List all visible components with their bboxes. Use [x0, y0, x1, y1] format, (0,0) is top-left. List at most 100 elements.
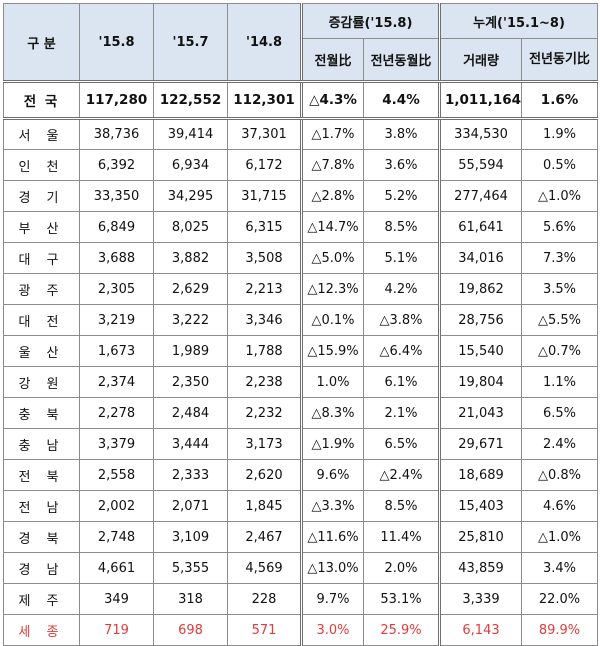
cell-volume: 3,339 [438, 583, 523, 615]
cell-15-8: 1,673 [79, 335, 154, 367]
cell-15-7: 2,071 [153, 490, 228, 522]
table-row: 경 남 4,661 5,355 4,569 △13.0% 2.0% 43,859 3.4% [3, 552, 599, 584]
table-row: 대 구 3,688 3,882 3,508 △5.0% 5.1% 34,016 7.3% [3, 242, 599, 274]
cell-yoy-cumulative: 6.5% [521, 397, 599, 429]
cell-mom: △1.7% [300, 118, 364, 150]
cell-volume: 29,671 [438, 428, 523, 460]
cell-15-8: 6,392 [79, 149, 154, 181]
cell-15-7: 3,109 [153, 521, 228, 553]
cell-yoy-cumulative: 7.3% [521, 242, 599, 274]
cell-yoy: 2.1% [362, 397, 441, 429]
cell-14-8: 228 [227, 583, 302, 615]
table-body: 전 국 117,280 122,552 112,301 △4.3% 4.4% 1,011,1… [3, 81, 599, 646]
cell-yoy: 8.5% [362, 490, 441, 522]
cell-region: 충 남 [3, 428, 80, 460]
header-change-group: 증감률('15.8) [299, 3, 441, 39]
cell-mom: △7.8% [300, 149, 364, 181]
table-row: 제 주 349 318 228 9.7% 53.1% 3,339 22.0% [3, 583, 599, 615]
cell-15-8: 719 [79, 614, 154, 646]
cell-15-7: 6,934 [153, 149, 228, 181]
cell-15-8: 2,748 [79, 521, 154, 553]
cell-15-7: 2,350 [153, 366, 228, 398]
cell-15-8: 38,736 [79, 118, 154, 150]
cell-yoy-cumulative: 2.4% [521, 428, 599, 460]
table-row: 부 산 6,849 8,025 6,315 △14.7% 8.5% 61,641 5.6% [3, 211, 599, 243]
table-row: 대 전 3,219 3,222 3,346 △0.1% △3.8% 28,756 △5.5% [3, 304, 599, 336]
cell-volume: 15,403 [438, 490, 523, 522]
table-row: 전 북 2,558 2,333 2,620 9.6% △2.4% 18,689 △0.8% [3, 459, 599, 491]
cell-volume: 43,859 [438, 552, 523, 584]
table-row: 전 남 2,002 2,071 1,845 △3.3% 8.5% 15,403 4.6% [3, 490, 599, 522]
cell-yoy-cumulative: 4.6% [521, 490, 599, 522]
cell-volume: 25,810 [438, 521, 523, 553]
cell-yoy: 25.9% [362, 614, 441, 646]
cell-15-7: 698 [153, 614, 228, 646]
cell-15-8: 33,350 [79, 180, 154, 212]
cell-region: 경 북 [3, 521, 80, 553]
table-row: 서 울 38,736 39,414 37,301 △1.7% 3.8% 334,530 1.9… [3, 118, 599, 150]
cell-mom: △11.6% [300, 521, 364, 553]
cell-14-8: 2,213 [227, 273, 302, 305]
header-yoy: 전년동월比 [362, 38, 441, 83]
cell-mom: △5.0% [300, 242, 364, 274]
cell-15-7: 8,025 [153, 211, 228, 243]
cell-volume: 34,016 [438, 242, 523, 274]
cell-volume: 28,756 [438, 304, 523, 336]
cell-volume: 55,594 [438, 149, 523, 181]
cell-region: 충 북 [3, 397, 80, 429]
cell-14-8: 571 [227, 614, 302, 646]
cell-region: 광 주 [3, 273, 80, 305]
cell-mom: △4.3% [300, 81, 364, 120]
cell-yoy: △6.4% [362, 335, 441, 367]
cell-14-8: 37,301 [227, 118, 302, 150]
cell-14-8: 2,467 [227, 521, 302, 553]
cell-14-8: 2,232 [227, 397, 302, 429]
cell-volume: 15,540 [438, 335, 523, 367]
cell-15-7: 3,222 [153, 304, 228, 336]
cell-mom: △12.3% [300, 273, 364, 305]
header-cumulative-group: 누계('15.1~8) [438, 3, 599, 39]
cell-mom: 3.0% [300, 614, 364, 646]
cell-mom: 1.0% [300, 366, 364, 398]
cell-volume: 1,011,164 [438, 81, 523, 120]
table-row: 전 국 117,280 122,552 112,301 △4.3% 4.4% 1,011,1… [3, 81, 599, 120]
header-col-14-8: '14.8 [227, 3, 302, 83]
cell-15-8: 2,374 [79, 366, 154, 398]
table-row: 충 북 2,278 2,484 2,232 △8.3% 2.1% 21,043 6.5% [3, 397, 599, 429]
cell-15-7: 2,629 [153, 273, 228, 305]
cell-mom: △15.9% [300, 335, 364, 367]
cell-yoy: 6.5% [362, 428, 441, 460]
cell-14-8: 3,173 [227, 428, 302, 460]
cell-yoy: △2.4% [362, 459, 441, 491]
cell-yoy-cumulative: 5.6% [521, 211, 599, 243]
cell-mom: 9.6% [300, 459, 364, 491]
cell-14-8: 1,845 [227, 490, 302, 522]
cell-yoy-cumulative: 0.5% [521, 149, 599, 181]
cell-volume: 61,641 [438, 211, 523, 243]
cell-15-8: 6,849 [79, 211, 154, 243]
cell-15-7: 122,552 [153, 81, 228, 120]
cell-yoy-cumulative: 1.1% [521, 366, 599, 398]
cell-yoy: 6.1% [362, 366, 441, 398]
cell-region: 부 산 [3, 211, 80, 243]
header-region: 구 분 [3, 3, 80, 83]
cell-14-8: 6,172 [227, 149, 302, 181]
cell-yoy: 11.4% [362, 521, 441, 553]
cell-mom: △2.8% [300, 180, 364, 212]
cell-14-8: 3,346 [227, 304, 302, 336]
table-row: 경 기 33,350 34,295 31,715 △2.8% 5.2% 277,464 △1.… [3, 180, 599, 212]
cell-yoy-cumulative: 3.5% [521, 273, 599, 305]
transaction-table: 구 분 '15.8 '15.7 '14.8 증감률('15.8) 누계('15.… [3, 3, 599, 646]
cell-yoy-cumulative: △0.8% [521, 459, 599, 491]
cell-yoy: 4.2% [362, 273, 441, 305]
cell-volume: 19,804 [438, 366, 523, 398]
cell-15-8: 2,305 [79, 273, 154, 305]
cell-15-8: 3,219 [79, 304, 154, 336]
cell-15-8: 349 [79, 583, 154, 615]
cell-region: 경 기 [3, 180, 80, 212]
cell-15-7: 5,355 [153, 552, 228, 584]
cell-volume: 18,689 [438, 459, 523, 491]
table-row: 광 주 2,305 2,629 2,213 △12.3% 4.2% 19,862 3.5% [3, 273, 599, 305]
cell-yoy-cumulative: △0.7% [521, 335, 599, 367]
cell-yoy: 3.8% [362, 118, 441, 150]
